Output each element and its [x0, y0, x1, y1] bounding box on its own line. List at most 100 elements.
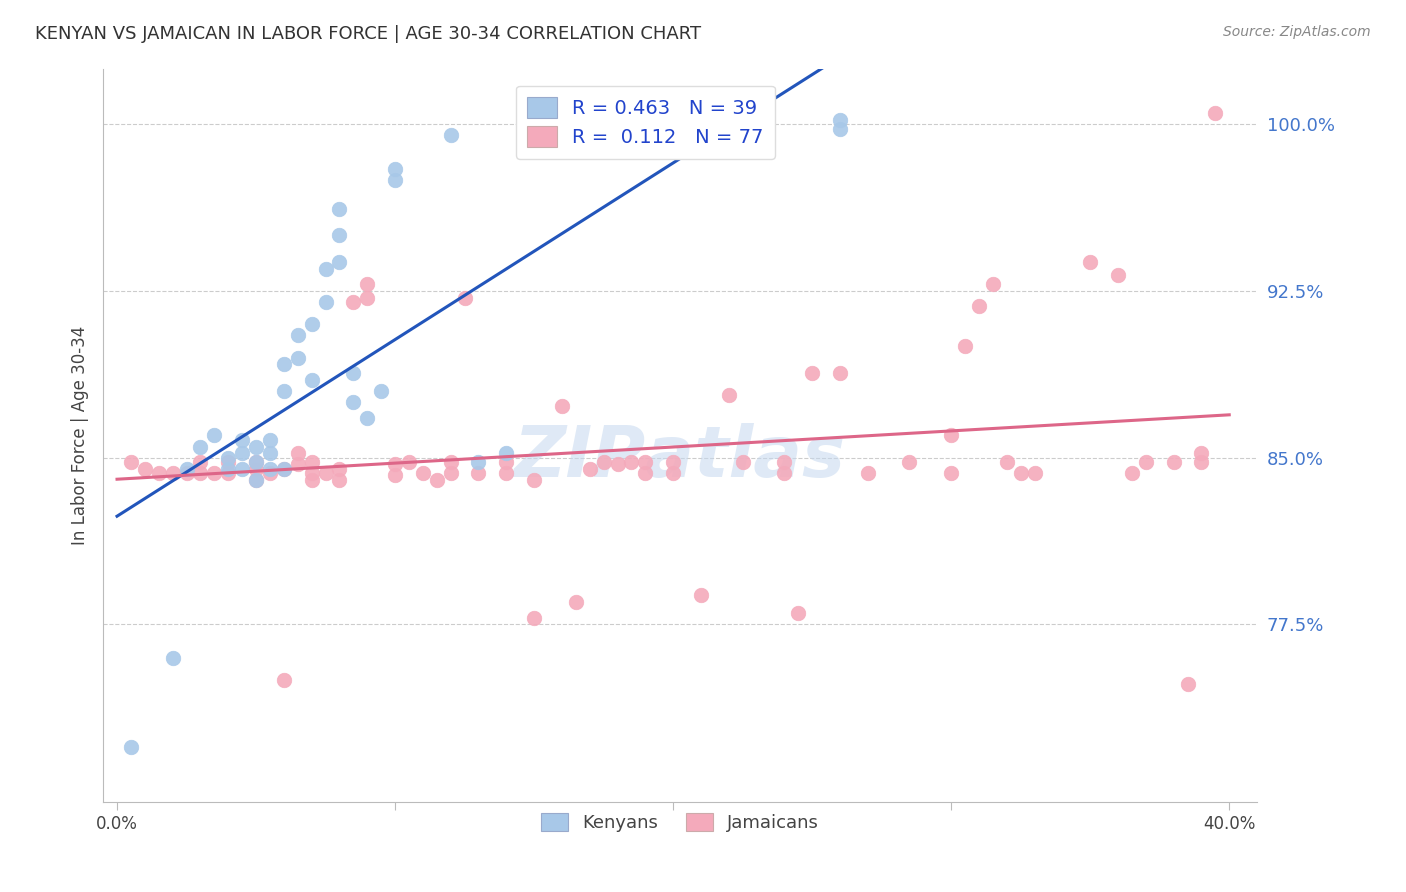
Point [301, 373, 323, 387]
Point [495, 466, 517, 480]
Point [384, 458, 406, 472]
Point [356, 410, 378, 425]
Point [1010, 466, 1032, 480]
Point [467, 466, 489, 480]
Text: ZIP​atlas: ZIP​atlas [515, 423, 846, 491]
Point [953, 339, 976, 353]
Point [356, 291, 378, 305]
Point [1163, 455, 1185, 469]
Point [231, 462, 253, 476]
Point [231, 446, 253, 460]
Point [176, 462, 198, 476]
Point [245, 462, 267, 476]
Point [1107, 268, 1129, 283]
Point [440, 455, 463, 469]
Point [1121, 466, 1143, 480]
Point [578, 462, 600, 476]
Point [1191, 455, 1213, 469]
Point [301, 455, 323, 469]
Point [828, 112, 851, 127]
Point [120, 739, 142, 754]
Point [328, 255, 350, 269]
Point [565, 595, 588, 609]
Point [301, 466, 323, 480]
Point [328, 202, 350, 216]
Point [1177, 677, 1199, 691]
Point [662, 455, 685, 469]
Y-axis label: In Labor Force | Age 30-34: In Labor Force | Age 30-34 [72, 326, 89, 545]
Point [190, 466, 212, 480]
Point [1135, 455, 1157, 469]
Point [162, 650, 184, 665]
Point [941, 466, 963, 480]
Legend: Kenyans, Jamaicans: Kenyans, Jamaicans [529, 800, 832, 845]
Point [495, 455, 517, 469]
Point [662, 466, 685, 480]
Point [273, 462, 295, 476]
Point [787, 607, 810, 621]
Point [342, 395, 364, 409]
Point [342, 366, 364, 380]
Point [495, 446, 517, 460]
Point [328, 228, 350, 243]
Point [162, 466, 184, 480]
Point [634, 466, 657, 480]
Point [467, 455, 489, 469]
Point [315, 261, 337, 276]
Point [412, 466, 434, 480]
Point [941, 428, 963, 442]
Point [273, 673, 295, 687]
Point [523, 611, 546, 625]
Point [287, 446, 309, 460]
Point [606, 458, 628, 472]
Point [370, 384, 392, 398]
Point [384, 468, 406, 483]
Point [828, 121, 851, 136]
Point [287, 328, 309, 343]
Point [315, 295, 337, 310]
Point [148, 466, 170, 480]
Point [773, 455, 796, 469]
Point [217, 455, 239, 469]
Point [342, 295, 364, 310]
Point [398, 455, 420, 469]
Point [287, 351, 309, 365]
Point [551, 400, 574, 414]
Point [1078, 255, 1101, 269]
Point [967, 300, 990, 314]
Point [356, 277, 378, 292]
Point [273, 357, 295, 371]
Text: KENYAN VS JAMAICAN IN LABOR FORCE | AGE 30-34 CORRELATION CHART: KENYAN VS JAMAICAN IN LABOR FORCE | AGE … [35, 25, 702, 43]
Point [217, 450, 239, 465]
Point [828, 366, 851, 380]
Point [592, 455, 614, 469]
Point [1204, 106, 1226, 120]
Point [259, 462, 281, 476]
Point [773, 466, 796, 480]
Point [259, 433, 281, 447]
Point [287, 458, 309, 472]
Point [620, 455, 643, 469]
Point [259, 446, 281, 460]
Point [384, 172, 406, 186]
Point [231, 433, 253, 447]
Point [1024, 466, 1046, 480]
Point [245, 455, 267, 469]
Point [328, 462, 350, 476]
Point [202, 428, 225, 442]
Point [190, 440, 212, 454]
Point [634, 455, 657, 469]
Point [301, 317, 323, 331]
Point [315, 466, 337, 480]
Point [856, 466, 879, 480]
Point [440, 128, 463, 143]
Point [440, 466, 463, 480]
Point [273, 462, 295, 476]
Point [801, 366, 824, 380]
Point [384, 161, 406, 176]
Point [245, 440, 267, 454]
Point [245, 473, 267, 487]
Point [731, 455, 754, 469]
Point [898, 455, 921, 469]
Point [273, 384, 295, 398]
